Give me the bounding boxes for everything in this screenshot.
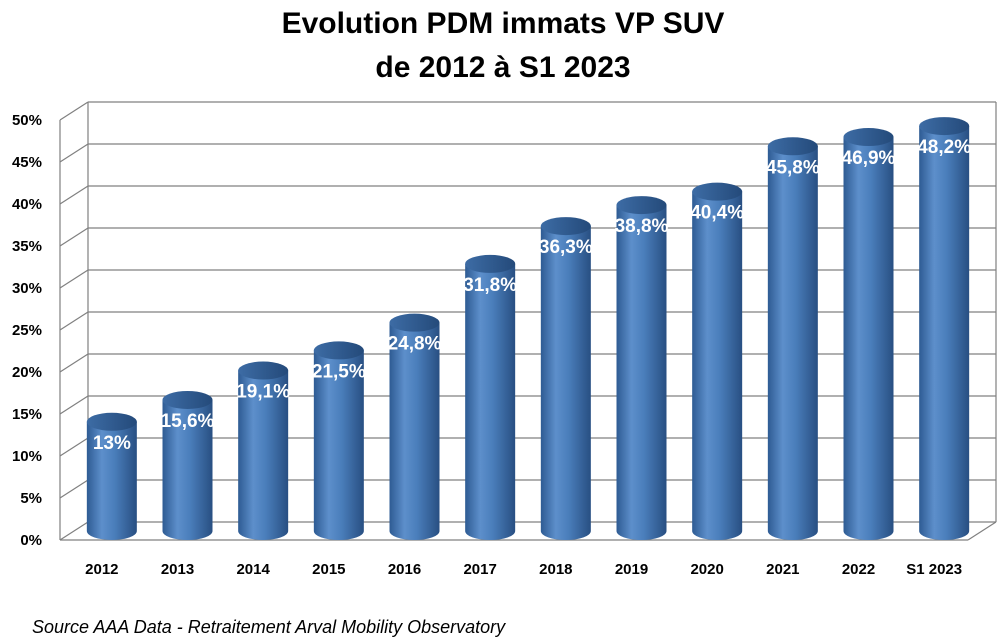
y-axis: 0% 5% 10% 15% 20% 25% 30% 35% 40% 45% 50% <box>12 112 42 549</box>
bar-body <box>389 322 440 540</box>
bar-body <box>692 191 743 540</box>
gridline-side <box>59 311 89 331</box>
bar-top <box>162 390 213 409</box>
bar-body <box>238 370 289 540</box>
bar-body <box>540 226 591 540</box>
x-tick-label: 2017 <box>463 561 496 578</box>
gridline-side <box>59 185 89 205</box>
bar-body <box>919 126 970 541</box>
y-tick-label: 45% <box>12 154 42 171</box>
bar-body <box>767 146 818 540</box>
floor-right-edge <box>967 521 997 541</box>
bar-top <box>86 412 137 431</box>
gridline-side <box>59 101 89 121</box>
x-tick-label: 2022 <box>842 561 875 578</box>
x-tick-label: 2021 <box>766 561 799 578</box>
bar-body <box>162 399 213 540</box>
bar-top <box>919 117 970 136</box>
x-axis: 2012 2013 2014 2015 2016 2017 2018 2019 2020 2021… <box>85 561 962 578</box>
bar <box>767 137 818 540</box>
x-tick-label: 2020 <box>690 561 723 578</box>
source-note: Source AAA Data - Retraitement Arval Mob… <box>32 617 506 637</box>
bar-top <box>616 196 667 215</box>
chart-title-line-2: de 2012 à S1 2023 <box>375 51 630 84</box>
x-tick-label: 2018 <box>539 561 572 578</box>
x-tick-label: 2015 <box>312 561 345 578</box>
y-tick-label: 20% <box>12 364 42 381</box>
bar-body <box>465 263 516 540</box>
bar <box>313 341 364 540</box>
x-tick-label: 2016 <box>388 561 421 578</box>
bar <box>843 128 894 541</box>
bar <box>540 217 591 540</box>
x-tick-label: S1 2023 <box>906 561 962 578</box>
data-label: 36,3% <box>539 237 593 258</box>
data-label: 38,8% <box>615 216 669 237</box>
y-tick-label: 5% <box>20 490 42 507</box>
data-label: 31,8% <box>463 275 517 296</box>
bar-top <box>540 217 591 236</box>
data-label: 24,8% <box>388 334 442 355</box>
bar-body <box>843 137 894 541</box>
chart-title-line-1: Evolution PDM immats VP SUV <box>282 7 725 40</box>
gridline-side <box>59 353 89 373</box>
bar-top <box>313 341 364 360</box>
bar-top <box>465 254 516 273</box>
x-tick-label: 2013 <box>161 561 194 578</box>
gridline-side <box>59 521 89 541</box>
bar <box>919 117 970 541</box>
x-tick-label: 2019 <box>615 561 648 578</box>
data-label: 40,4% <box>690 203 744 224</box>
bar-body <box>86 421 137 540</box>
data-label: 19,1% <box>236 382 290 403</box>
y-tick-label: 30% <box>12 280 42 297</box>
bar-top <box>843 128 894 147</box>
gridline-side <box>59 227 89 247</box>
y-tick-label: 10% <box>12 448 42 465</box>
y-tick-label: 40% <box>12 196 42 213</box>
y-tick-label: 15% <box>12 406 42 423</box>
bars: 13% 15,6% 19,1% 21,5% 24,8% 31,8% 36,3% 38,8% 40… <box>86 117 971 541</box>
data-label: 45,8% <box>766 157 820 178</box>
bar-top <box>767 137 818 156</box>
bar <box>389 313 440 540</box>
x-tick-label: 2014 <box>236 561 270 578</box>
bar <box>238 361 289 540</box>
bar <box>86 412 137 540</box>
data-label: 13% <box>93 433 131 454</box>
bar <box>162 390 213 540</box>
bar-top <box>238 361 289 380</box>
bar-top <box>389 313 440 332</box>
gridline-side <box>59 395 89 415</box>
bar <box>692 182 743 540</box>
data-label: 15,6% <box>161 411 215 432</box>
bar <box>616 196 667 540</box>
y-tick-label: 35% <box>12 238 42 255</box>
bar <box>465 254 516 540</box>
data-label: 46,9% <box>842 148 896 169</box>
gridline-side <box>59 269 89 289</box>
y-tick-label: 50% <box>12 112 42 129</box>
y-tick-label: 25% <box>12 322 42 339</box>
data-label: 21,5% <box>312 361 366 382</box>
x-tick-label: 2012 <box>85 561 118 578</box>
bar-body <box>616 205 667 540</box>
gridline-side <box>59 143 89 163</box>
gridline-side <box>59 437 89 457</box>
y-tick-label: 0% <box>20 532 42 549</box>
bar-top <box>692 182 743 201</box>
gridline-side <box>59 479 89 499</box>
data-label: 48,2% <box>917 137 971 158</box>
bar-body <box>313 350 364 540</box>
